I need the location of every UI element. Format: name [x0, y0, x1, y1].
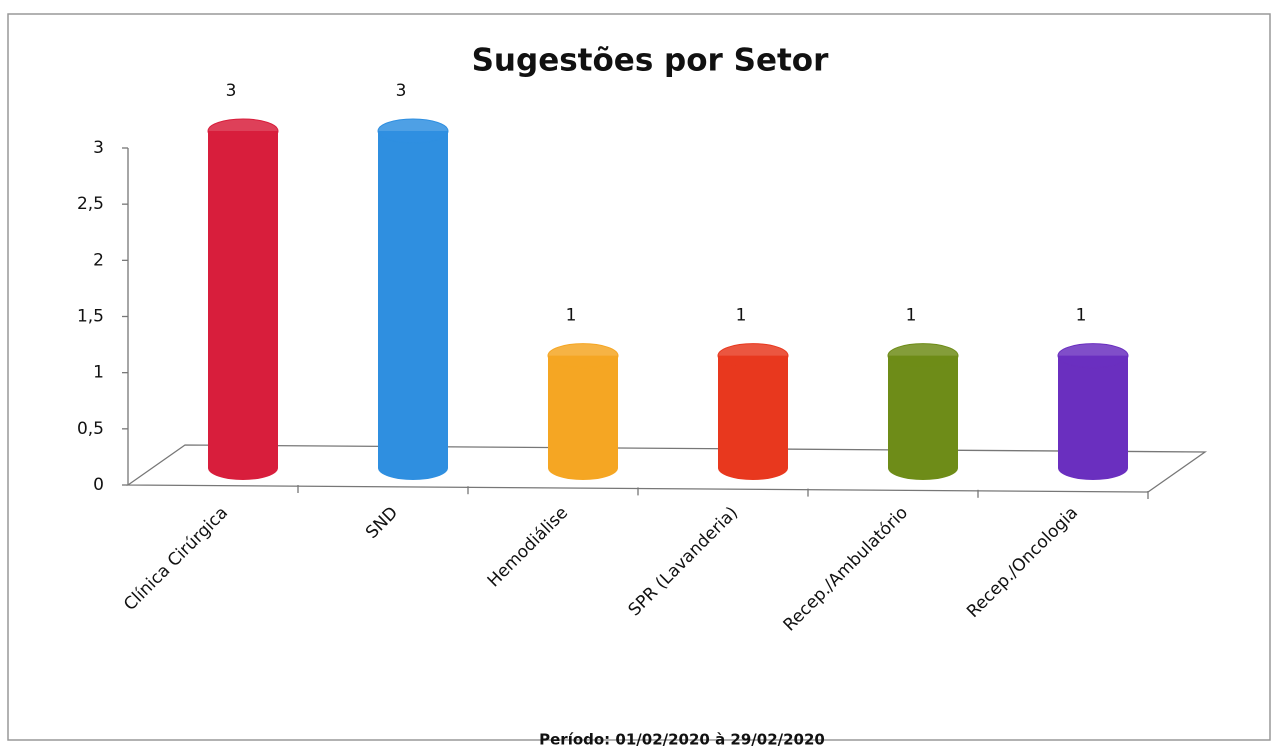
bar: [888, 355, 958, 480]
bar: [548, 355, 618, 480]
bar-top: [717, 343, 789, 369]
data-label: 3: [226, 81, 237, 101]
bar-top: [887, 343, 959, 369]
bar: [718, 355, 788, 480]
bar-top: [547, 343, 619, 369]
data-label: 1: [1076, 306, 1087, 326]
data-label: 1: [566, 306, 577, 326]
data-label: 1: [736, 306, 747, 326]
chart-title: Sugestões por Setor: [472, 43, 829, 79]
y-tick-label: 0: [93, 475, 104, 495]
bar: [378, 131, 448, 480]
y-tick-label: 2,5: [77, 194, 104, 214]
data-label: 3: [396, 81, 407, 101]
data-label: 1: [906, 306, 917, 326]
footnote: Período: 01/02/2020 à 29/02/2020: [539, 731, 825, 748]
y-tick-label: 1: [93, 363, 104, 383]
bar-top: [1057, 343, 1129, 369]
y-tick-label: 2: [93, 250, 104, 270]
bar-top: [377, 118, 449, 144]
bar-top: [207, 118, 279, 144]
y-tick-label: 3: [93, 138, 104, 158]
bar: [1058, 355, 1128, 480]
y-tick-label: 1,5: [77, 307, 104, 327]
bar: [208, 131, 278, 480]
y-tick-label: 0,5: [77, 419, 104, 439]
